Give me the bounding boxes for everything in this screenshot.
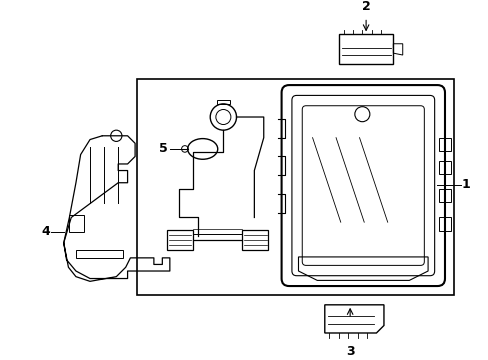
Text: 1: 1: [460, 178, 469, 191]
Text: 5: 5: [159, 143, 167, 156]
Bar: [137, 80, 453, 296]
Text: 2: 2: [361, 0, 370, 13]
Text: 3: 3: [345, 345, 354, 358]
Text: 4: 4: [41, 225, 50, 238]
Bar: [167, 230, 193, 250]
Bar: [242, 230, 268, 250]
Bar: [69, 215, 84, 231]
